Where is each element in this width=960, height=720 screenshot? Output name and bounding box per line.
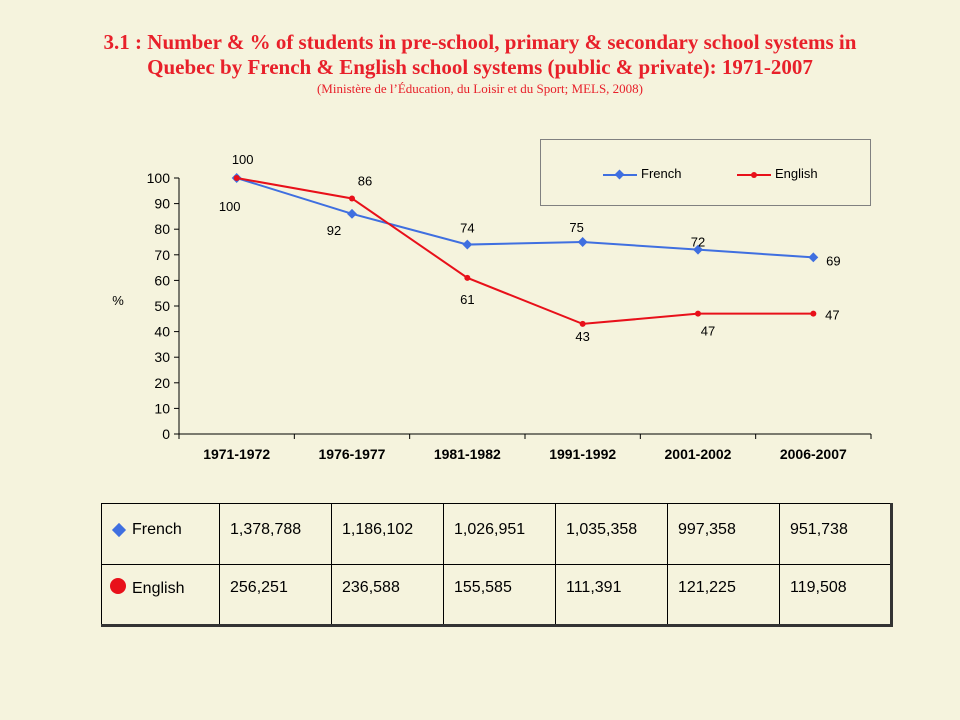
table-cell: 1,035,358	[555, 503, 668, 565]
data-point-french	[808, 252, 819, 263]
y-axis-label: %	[112, 293, 124, 308]
data-point-english	[810, 310, 817, 317]
data-label-english: 100	[232, 152, 254, 167]
data-label-english: 43	[575, 329, 589, 344]
data-label-french: 69	[826, 253, 840, 268]
table-cell: 997,358	[667, 503, 780, 565]
data-label-english: 47	[825, 308, 839, 323]
table-cell: 121,225	[667, 564, 780, 626]
data-label-french: 72	[691, 235, 705, 250]
y-tick-label: 10	[154, 400, 170, 416]
y-tick-label: 80	[154, 221, 170, 237]
row-label-english: English	[101, 564, 220, 626]
chart-subtitle: (Ministère de l’Éducation, du Loisir et …	[316, 81, 644, 96]
row-name: English	[132, 579, 185, 597]
data-label-english: 61	[460, 292, 474, 307]
table-cell: 119,508	[779, 564, 892, 626]
y-tick-label: 20	[154, 375, 170, 391]
series-line-english	[236, 177, 814, 325]
table-cell: 951,738	[779, 503, 892, 565]
data-label-french: 92	[327, 223, 341, 238]
data-label-english: 47	[701, 324, 715, 339]
enrollment-table: French 1,378,788 1,186,102 1,026,951 1,0…	[101, 503, 893, 627]
data-label-french: 100	[219, 199, 241, 214]
series-line-french	[236, 177, 814, 259]
y-tick-label: 60	[154, 272, 170, 288]
x-tick-label: 1971-1972	[203, 446, 270, 462]
legend-label-english: English	[775, 166, 818, 181]
title-line-2: Quebec by French & English school system…	[147, 55, 813, 79]
data-point-english	[349, 195, 355, 202]
x-tick-label: 1991-1992	[549, 446, 616, 462]
x-tick-label: 2006-2007	[780, 446, 847, 462]
data-point-french	[693, 244, 703, 255]
data-point-english	[233, 175, 240, 181]
legend-marker-english	[751, 172, 757, 178]
circle-icon	[110, 577, 126, 594]
table-cell: 111,391	[555, 564, 668, 626]
data-label-french: 75	[569, 220, 583, 235]
table-row-french: French 1,378,788 1,186,102 1,026,951 1,0…	[101, 503, 892, 565]
data-label-english: 86	[358, 173, 372, 188]
table-cell: 1,186,102	[331, 503, 444, 565]
table-cell: 236,588	[331, 564, 444, 626]
table-cell: 1,378,788	[219, 503, 332, 565]
data-point-english	[695, 310, 701, 317]
data-point-french	[577, 237, 588, 247]
y-tick-label: 50	[154, 298, 170, 314]
y-tick-label: 0	[162, 426, 170, 442]
data-point-french	[462, 239, 473, 250]
x-tick-label: 2001-2002	[665, 446, 732, 462]
y-tick-label: 100	[147, 170, 171, 186]
data-point-french	[347, 208, 357, 219]
legend: French English	[540, 139, 871, 206]
data-point-english	[579, 320, 586, 327]
data-point-english	[464, 274, 471, 281]
table-cell: 1,026,951	[443, 503, 556, 565]
legend-label-french: French	[641, 166, 682, 181]
y-tick-label: 90	[154, 196, 170, 212]
data-label-french: 74	[460, 221, 474, 236]
table-cell: 256,251	[219, 564, 332, 626]
line-chart: 0 10 20 30 40 50 60 70 80 90 100 1971-1972 1976-1977…	[112, 152, 872, 462]
chart-title: 3.1 : Number & % of students in pre-scho…	[0, 30, 960, 80]
table-cell: 155,585	[443, 564, 556, 626]
table-row-english: English 256,251 236,588 155,585 111,391 …	[101, 564, 892, 626]
y-tick-label: 70	[154, 247, 170, 263]
diamond-icon	[111, 522, 127, 537]
x-tick-label: 1981-1982	[434, 446, 501, 462]
legend-marker-french	[614, 169, 625, 180]
row-name: French	[132, 521, 182, 538]
x-tick-label: 1976-1977	[319, 446, 386, 462]
y-tick-label: 40	[154, 324, 170, 340]
title-line-1: 3.1 : Number & % of students in pre-scho…	[103, 30, 857, 54]
row-label-french: French	[101, 503, 220, 565]
y-tick-label: 30	[154, 349, 170, 365]
